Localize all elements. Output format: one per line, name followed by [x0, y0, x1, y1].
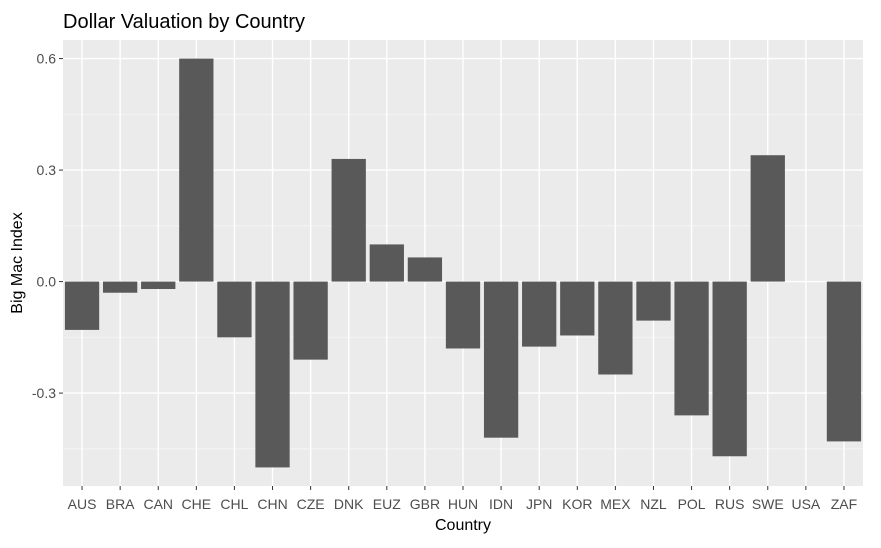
bar-chl: [217, 281, 252, 338]
x-tick-label-aus: AUS: [68, 496, 97, 512]
x-tick-label-can: CAN: [143, 496, 173, 512]
x-tick-label-bra: BRA: [106, 496, 135, 512]
y-tick-label: 0.0: [37, 274, 57, 290]
bar-mex: [598, 281, 633, 375]
bar-jpn: [522, 281, 557, 347]
x-tick-label-rus: RUS: [715, 496, 745, 512]
bar-swe: [750, 155, 785, 282]
x-tick-label-idn: IDN: [489, 496, 513, 512]
x-tick-label-chn: CHN: [257, 496, 287, 512]
x-tick-label-swe: SWE: [752, 496, 784, 512]
x-tick-label-dnk: DNK: [334, 496, 364, 512]
bar-zaf: [826, 281, 862, 442]
x-tick-label-zaf: ZAF: [831, 496, 857, 512]
x-tick-label-chl: CHL: [220, 496, 248, 512]
x-axis-ticks: AUS BRA CAN CHE CHL CHN CZE DNK EUZ GBR HUN IDN JPN K…: [68, 486, 857, 512]
x-tick-label-euz: EUZ: [373, 496, 401, 512]
bar-idn: [483, 281, 519, 438]
x-tick-label-jpn: JPN: [526, 496, 552, 512]
bar-euz: [369, 244, 404, 282]
y-tick-label: 0.3: [37, 162, 57, 178]
x-tick-label-che: CHE: [182, 496, 212, 512]
bar-dnk: [331, 158, 366, 282]
x-tick-label-kor: KOR: [562, 496, 592, 512]
bars: [64, 58, 862, 468]
x-tick-label-hun: HUN: [448, 496, 478, 512]
x-tick-label-nzl: NZL: [640, 496, 667, 512]
bar-aus: [64, 281, 100, 330]
bar-che: [179, 58, 214, 282]
bar-can: [141, 281, 176, 290]
bar-gbr: [407, 257, 443, 282]
y-tick-label: 0.6: [37, 51, 57, 67]
x-tick-label-usa: USA: [791, 496, 820, 512]
x-axis-title: Country: [435, 517, 491, 534]
bar-cze: [293, 281, 328, 360]
bar-bra: [103, 281, 138, 293]
y-axis-ticks: -0.3 0.0 0.3 0.6: [32, 51, 63, 401]
bar-pol: [674, 281, 709, 416]
bar-chn: [255, 281, 290, 468]
y-axis-title: Big Mac Index: [9, 212, 26, 313]
x-tick-label-mex: MEX: [600, 496, 631, 512]
bar-nzl: [636, 281, 671, 321]
bar-rus: [712, 281, 747, 457]
chart-title: Dollar Valuation by Country: [63, 11, 305, 33]
bar-hun: [445, 281, 481, 349]
x-tick-label-cze: CZE: [297, 496, 325, 512]
x-tick-label-gbr: GBR: [410, 496, 440, 512]
bar-kor: [560, 281, 595, 336]
y-tick-label: -0.3: [32, 385, 56, 401]
x-tick-label-pol: POL: [678, 496, 706, 512]
